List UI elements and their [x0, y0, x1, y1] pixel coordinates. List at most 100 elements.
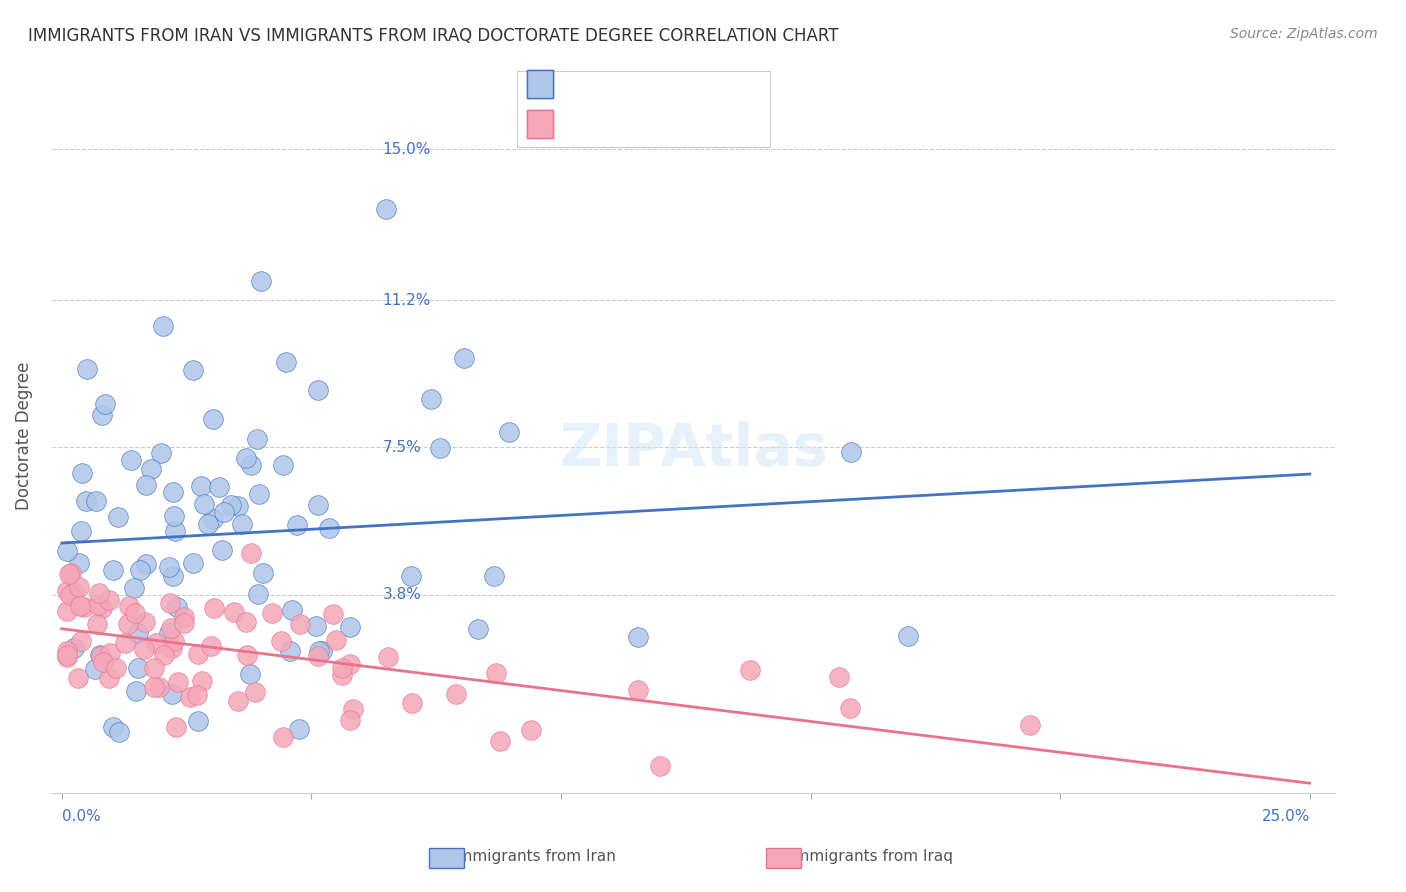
Point — [183, 556, 205, 570]
Point — [122, 581, 145, 595]
Point — [249, 274, 271, 288]
Point — [828, 669, 851, 683]
Point — [87, 585, 110, 599]
Point — [143, 661, 166, 675]
Point — [1019, 718, 1042, 732]
Text: 15.0%: 15.0% — [382, 142, 432, 156]
Point — [163, 509, 186, 524]
Point — [239, 546, 262, 560]
Point — [94, 396, 117, 410]
Point — [104, 661, 127, 675]
Point — [330, 661, 353, 675]
Point — [482, 568, 505, 582]
Point — [120, 453, 142, 467]
Point — [627, 630, 650, 644]
Point — [342, 702, 364, 716]
Point — [520, 723, 543, 738]
Point — [162, 569, 184, 583]
Point — [627, 682, 650, 697]
Text: 0.0%: 0.0% — [62, 809, 100, 824]
Point — [208, 480, 231, 494]
Point — [160, 641, 183, 656]
Point — [197, 517, 219, 532]
Point — [67, 672, 90, 686]
Point — [281, 603, 304, 617]
Point — [124, 606, 146, 620]
Point — [165, 720, 187, 734]
Point — [231, 517, 253, 532]
Point — [67, 556, 90, 570]
Point — [325, 632, 347, 647]
Point — [73, 600, 96, 615]
Point — [143, 681, 166, 695]
Text: Source: ZipAtlas.com: Source: ZipAtlas.com — [1230, 27, 1378, 41]
Point — [308, 644, 330, 658]
Point — [202, 601, 225, 615]
Point — [235, 615, 257, 630]
Point — [135, 557, 157, 571]
Point — [90, 648, 112, 663]
Point — [271, 458, 294, 473]
Point — [401, 569, 423, 583]
Point — [179, 690, 201, 705]
Text: R = -0.329   N = 79: R = -0.329 N = 79 — [562, 119, 713, 134]
Point — [243, 684, 266, 698]
Point — [150, 446, 173, 460]
Point — [307, 648, 329, 663]
Point — [159, 596, 181, 610]
Point — [377, 650, 399, 665]
Point — [70, 524, 93, 538]
Point — [290, 616, 312, 631]
Point — [59, 566, 82, 580]
Point — [86, 617, 108, 632]
Point — [127, 661, 149, 675]
Point — [162, 484, 184, 499]
Point — [240, 458, 263, 472]
Point — [202, 511, 225, 525]
Point — [246, 587, 269, 601]
Point — [148, 680, 170, 694]
Point — [153, 648, 176, 662]
Point — [252, 566, 274, 580]
Point — [134, 615, 156, 629]
Point — [339, 713, 361, 727]
Point — [246, 432, 269, 446]
Point — [98, 646, 121, 660]
Text: 11.2%: 11.2% — [382, 293, 432, 308]
Point — [97, 592, 120, 607]
Point — [239, 667, 262, 681]
Point — [55, 644, 77, 658]
Point — [55, 650, 77, 665]
Point — [63, 641, 86, 656]
Point — [419, 392, 441, 407]
Point — [107, 510, 129, 524]
Point — [222, 605, 245, 619]
Point — [165, 524, 187, 538]
Text: Immigrants from Iraq: Immigrants from Iraq — [790, 849, 953, 863]
Point — [221, 498, 243, 512]
Point — [135, 478, 157, 492]
Point — [55, 648, 77, 662]
Point — [56, 604, 79, 618]
Point — [186, 688, 208, 702]
Point — [157, 559, 180, 574]
Point — [56, 583, 79, 598]
Point — [191, 674, 214, 689]
Point — [274, 354, 297, 368]
Point — [235, 450, 257, 465]
Point — [498, 425, 520, 439]
Point — [190, 479, 212, 493]
Point — [339, 620, 361, 634]
Point — [117, 617, 139, 632]
Point — [173, 615, 195, 630]
Point — [160, 687, 183, 701]
Text: Immigrants from Iran: Immigrants from Iran — [453, 849, 616, 863]
Point — [288, 722, 311, 736]
Point — [453, 351, 475, 365]
Text: 3.8%: 3.8% — [382, 587, 422, 602]
Point — [311, 644, 333, 658]
Point — [307, 499, 329, 513]
Point — [375, 202, 398, 216]
Point — [401, 696, 423, 710]
Text: ZIPAtlas: ZIPAtlas — [560, 421, 828, 478]
